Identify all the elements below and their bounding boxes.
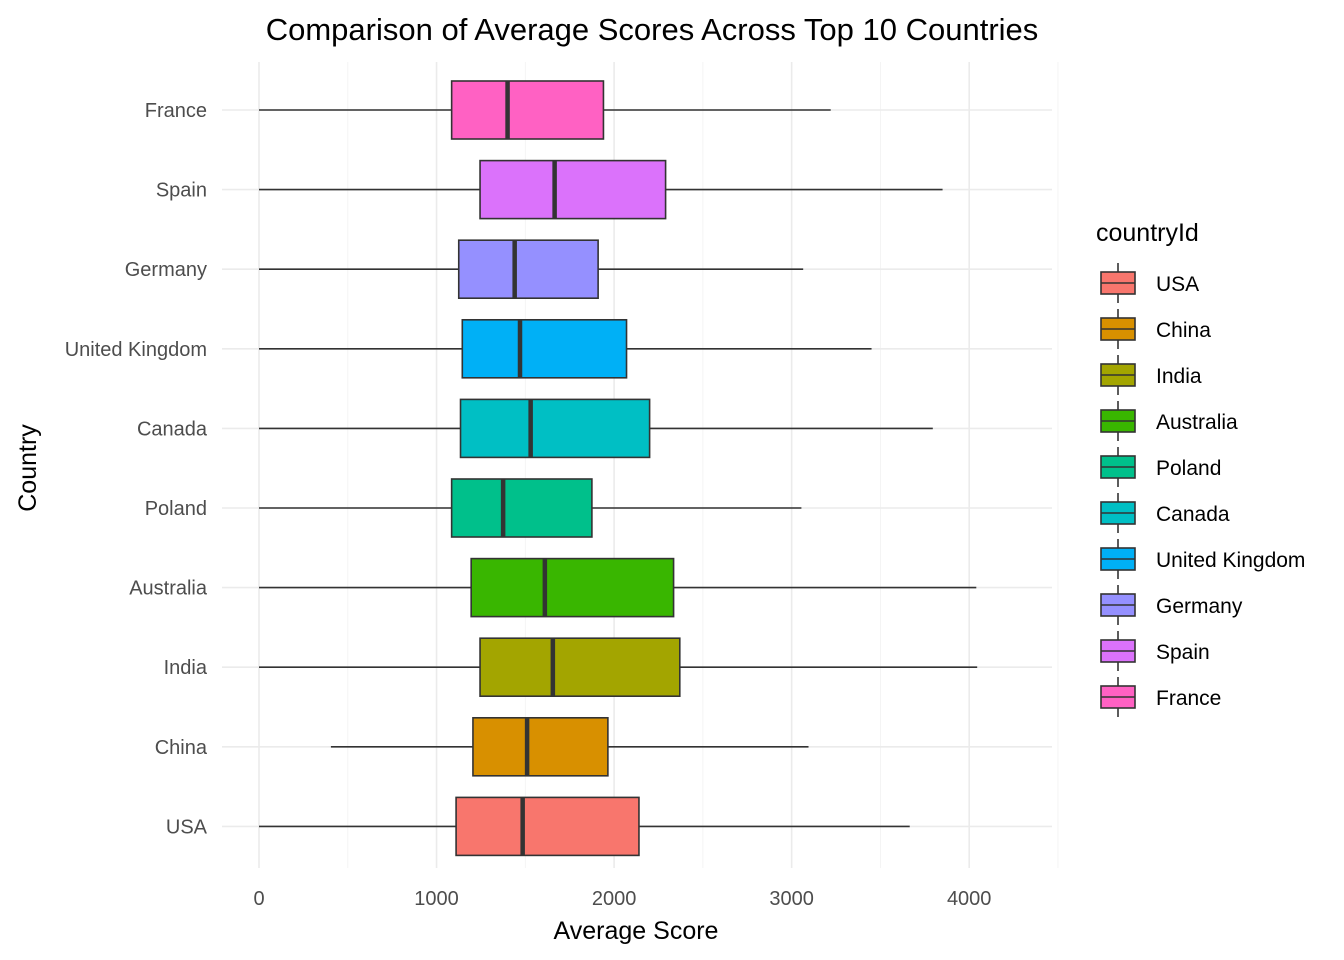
x-axis-ticks: 0 1000 2000 3000 4000 bbox=[253, 888, 991, 910]
legend-label: Germany bbox=[1156, 595, 1243, 618]
legend: countryId USA China India Australia Poland Ca… bbox=[1096, 219, 1305, 717]
x-tick-label: 2000 bbox=[592, 888, 637, 910]
x-tick-label: 3000 bbox=[769, 888, 814, 910]
legend-item: Germany bbox=[1100, 585, 1243, 625]
box-usa bbox=[259, 796, 910, 857]
x-tick-label: 1000 bbox=[414, 888, 459, 910]
y-axis-title: Country bbox=[14, 424, 42, 512]
x-axis-title: Average Score bbox=[554, 917, 719, 945]
x-tick-label: 0 bbox=[253, 888, 264, 910]
y-tick-label: Australia bbox=[129, 578, 208, 600]
y-tick-label: Poland bbox=[145, 498, 207, 520]
box-body bbox=[461, 318, 628, 379]
legend-label: India bbox=[1156, 365, 1202, 388]
legend-item: Poland bbox=[1100, 447, 1221, 487]
box-body bbox=[472, 716, 609, 777]
box-body bbox=[450, 478, 593, 538]
legend-label: Poland bbox=[1156, 457, 1221, 480]
legend-item: Spain bbox=[1100, 631, 1210, 671]
box-poland bbox=[259, 478, 802, 538]
box-china bbox=[330, 716, 809, 777]
legend-label: Canada bbox=[1156, 503, 1230, 526]
box-body bbox=[470, 557, 675, 618]
box-body bbox=[455, 796, 640, 857]
box-spain bbox=[259, 159, 943, 220]
chart-title: Comparison of Average Scores Across Top … bbox=[266, 12, 1039, 47]
y-tick-label: India bbox=[164, 657, 208, 679]
box-body bbox=[457, 239, 599, 299]
y-axis-ticks: France Spain Germany United Kingdom Canada Po… bbox=[65, 100, 208, 838]
legend-label: China bbox=[1156, 319, 1211, 342]
y-tick-label: United Kingdom bbox=[65, 339, 207, 361]
legend-item: Australia bbox=[1100, 401, 1238, 441]
y-tick-label: France bbox=[145, 100, 207, 122]
legend-label: Australia bbox=[1156, 411, 1238, 434]
legend-title: countryId bbox=[1096, 219, 1199, 247]
y-tick-label: USA bbox=[166, 816, 208, 838]
boxes bbox=[259, 80, 978, 857]
box-canada bbox=[259, 398, 933, 459]
box-body bbox=[479, 637, 681, 698]
box-india bbox=[259, 637, 978, 698]
box-body bbox=[459, 398, 651, 459]
x-tick-label: 4000 bbox=[947, 888, 992, 910]
legend-item: India bbox=[1100, 355, 1202, 395]
y-tick-label: Germany bbox=[125, 259, 207, 281]
legend-item: United Kingdom bbox=[1100, 539, 1305, 579]
y-tick-label: Spain bbox=[156, 180, 207, 202]
legend-label: USA bbox=[1156, 273, 1199, 296]
legend-item: Canada bbox=[1100, 493, 1230, 533]
box-germany bbox=[259, 239, 804, 299]
box-body bbox=[479, 159, 667, 220]
legend-item: USA bbox=[1100, 263, 1199, 303]
legend-label: France bbox=[1156, 687, 1221, 710]
y-tick-label: Canada bbox=[137, 418, 208, 440]
box-body bbox=[450, 80, 605, 140]
legend-label: Spain bbox=[1156, 641, 1210, 664]
box-france bbox=[259, 80, 831, 140]
legend-item: China bbox=[1100, 309, 1211, 349]
legend-item: France bbox=[1100, 677, 1221, 717]
y-tick-label: China bbox=[155, 737, 208, 759]
legend-label: United Kingdom bbox=[1156, 549, 1305, 572]
box-united-kingdom bbox=[259, 318, 872, 379]
box-australia bbox=[259, 557, 977, 618]
